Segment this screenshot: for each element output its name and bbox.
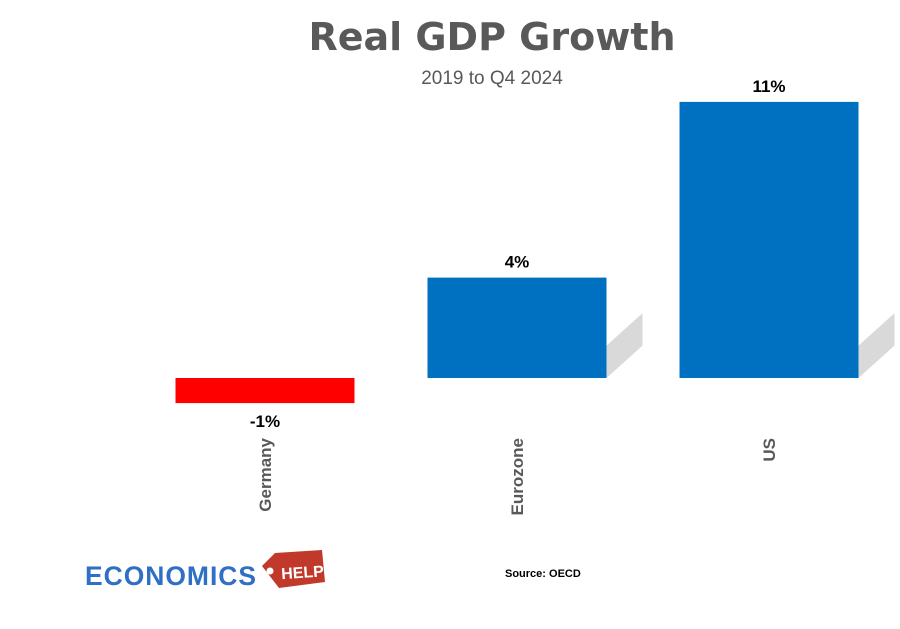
logo-tag-label: HELP	[281, 563, 325, 583]
category-label-eurozone: Eurozone	[508, 438, 527, 515]
economics-help-logo: ECONOMICS HELP	[85, 550, 325, 591]
category-label-us: US	[760, 438, 779, 462]
data-label-germany: -1%	[250, 412, 280, 431]
bar-us	[679, 101, 859, 379]
logo-word: ECONOMICS	[85, 561, 257, 591]
logo-tag-shape	[262, 550, 325, 588]
category-label-germany: Germany	[256, 437, 275, 511]
data-label-us: 11%	[752, 77, 785, 96]
chart-title: Real GDP Growth	[308, 15, 675, 59]
bar-shadow-us	[858, 313, 895, 378]
logo-tag: HELP	[262, 550, 325, 588]
bars-layer: -1% Germany 4% Eurozone 11% US	[175, 77, 895, 515]
logo-tag-hole-icon	[266, 567, 274, 575]
data-label-eurozone: 4%	[505, 253, 530, 272]
bar-eurozone	[427, 277, 607, 378]
chart-subtitle: 2019 to Q4 2024	[421, 68, 563, 89]
bar-shadow-eurozone	[606, 313, 643, 378]
source-note: Source: OECD	[505, 568, 581, 580]
bar-germany	[175, 378, 355, 404]
